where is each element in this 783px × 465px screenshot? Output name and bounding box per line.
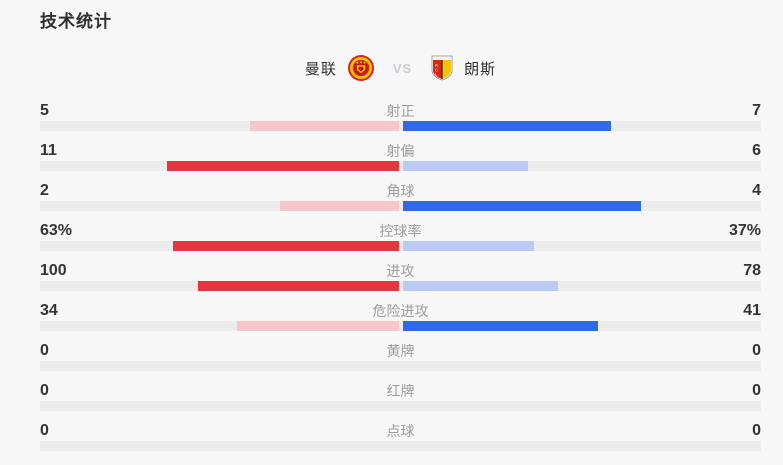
home-value: 0 (40, 342, 49, 359)
away-stat-bar (402, 201, 641, 211)
vs-label: VS (392, 60, 413, 76)
svg-text:R: R (435, 63, 438, 68)
stat-labels: 11 射偏 6 (40, 141, 761, 161)
svg-text:L: L (435, 72, 438, 77)
away-stat-bar (402, 321, 598, 331)
away-team-logo-icon: R C L (431, 55, 453, 81)
page-title: 技术统计 (40, 12, 112, 31)
away-value: 7 (752, 102, 761, 119)
away-value: 0 (752, 342, 761, 359)
stat-bar-track (40, 241, 761, 251)
stat-labels: 63% 控球率 37% (40, 221, 761, 241)
stat-row-4: 63% 控球率 37% (40, 221, 761, 251)
svg-text:C: C (435, 68, 438, 73)
stat-label: 控球率 (379, 223, 422, 239)
away-value: 78 (743, 262, 761, 279)
home-stat-bar (280, 201, 399, 211)
stat-bar-track (40, 361, 761, 371)
away-value: 37% (728, 222, 761, 239)
away-stat-bar (402, 281, 559, 291)
stat-bar-track (40, 161, 761, 171)
home-stat-bar (197, 281, 399, 291)
home-value: 2 (40, 182, 49, 199)
stat-labels: 5 射正 7 (40, 101, 761, 121)
home-value: 0 (40, 422, 49, 439)
stat-label: 进攻 (386, 263, 415, 279)
away-stat-bar (402, 121, 611, 131)
stat-label: 角球 (386, 183, 415, 199)
stat-bar-track (40, 201, 761, 211)
home-value: 34 (40, 302, 58, 319)
stat-row-8: 0 红牌 0 (40, 381, 761, 411)
stat-bar-track (40, 441, 761, 451)
away-value: 4 (752, 182, 761, 199)
home-team-name: 曼联 (304, 60, 337, 78)
away-stat-bar (402, 161, 528, 171)
stat-labels: 100 进攻 78 (40, 261, 761, 281)
stats-list: 5 射正 7 11 射偏 6 2 角球 (40, 101, 761, 451)
stat-labels: 2 角球 4 (40, 181, 761, 201)
stat-bar-track (40, 121, 761, 131)
home-stat-bar (167, 161, 399, 171)
away-value: 6 (752, 142, 761, 159)
stat-label: 射正 (386, 103, 415, 119)
stat-label: 危险进攻 (372, 303, 429, 319)
away-value: 0 (752, 382, 761, 399)
stat-bar-track (40, 321, 761, 331)
stat-labels: 0 红牌 0 (40, 381, 761, 401)
home-value: 100 (40, 262, 67, 279)
away-stat-bar (402, 241, 534, 251)
stats-panel: 技术统计 曼联 VS R C (40, 12, 761, 451)
stat-labels: 0 黄牌 0 (40, 341, 761, 361)
stat-bar-track (40, 281, 761, 291)
home-value: 5 (40, 102, 49, 119)
stat-row-1: 5 射正 7 (40, 101, 761, 131)
home-stat-bar (237, 321, 399, 331)
stat-label: 黄牌 (386, 343, 415, 359)
match-header: 曼联 VS R C L (40, 54, 761, 82)
stat-bar-track (40, 401, 761, 411)
stat-row-9: 0 点球 0 (40, 421, 761, 451)
home-value: 11 (40, 142, 57, 159)
stat-row-7: 0 黄牌 0 (40, 341, 761, 371)
away-value: 0 (752, 422, 761, 439)
home-value: 0 (40, 382, 49, 399)
stat-row-3: 2 角球 4 (40, 181, 761, 211)
stat-row-6: 34 危险进攻 41 (40, 301, 761, 331)
stat-label: 点球 (386, 423, 415, 439)
away-value: 41 (743, 302, 761, 319)
stat-label: 红牌 (386, 383, 415, 399)
stat-row-2: 11 射偏 6 (40, 141, 761, 171)
stat-label: 射偏 (386, 143, 415, 159)
away-team-name: 朗斯 (464, 60, 497, 78)
stat-labels: 34 危险进攻 41 (40, 301, 761, 321)
home-team-logo-icon (347, 55, 374, 81)
stat-row-5: 100 进攻 78 (40, 261, 761, 291)
home-stat-bar (250, 121, 399, 131)
stat-labels: 0 点球 0 (40, 421, 761, 441)
home-stat-bar (173, 241, 399, 251)
home-value: 63% (40, 222, 73, 239)
